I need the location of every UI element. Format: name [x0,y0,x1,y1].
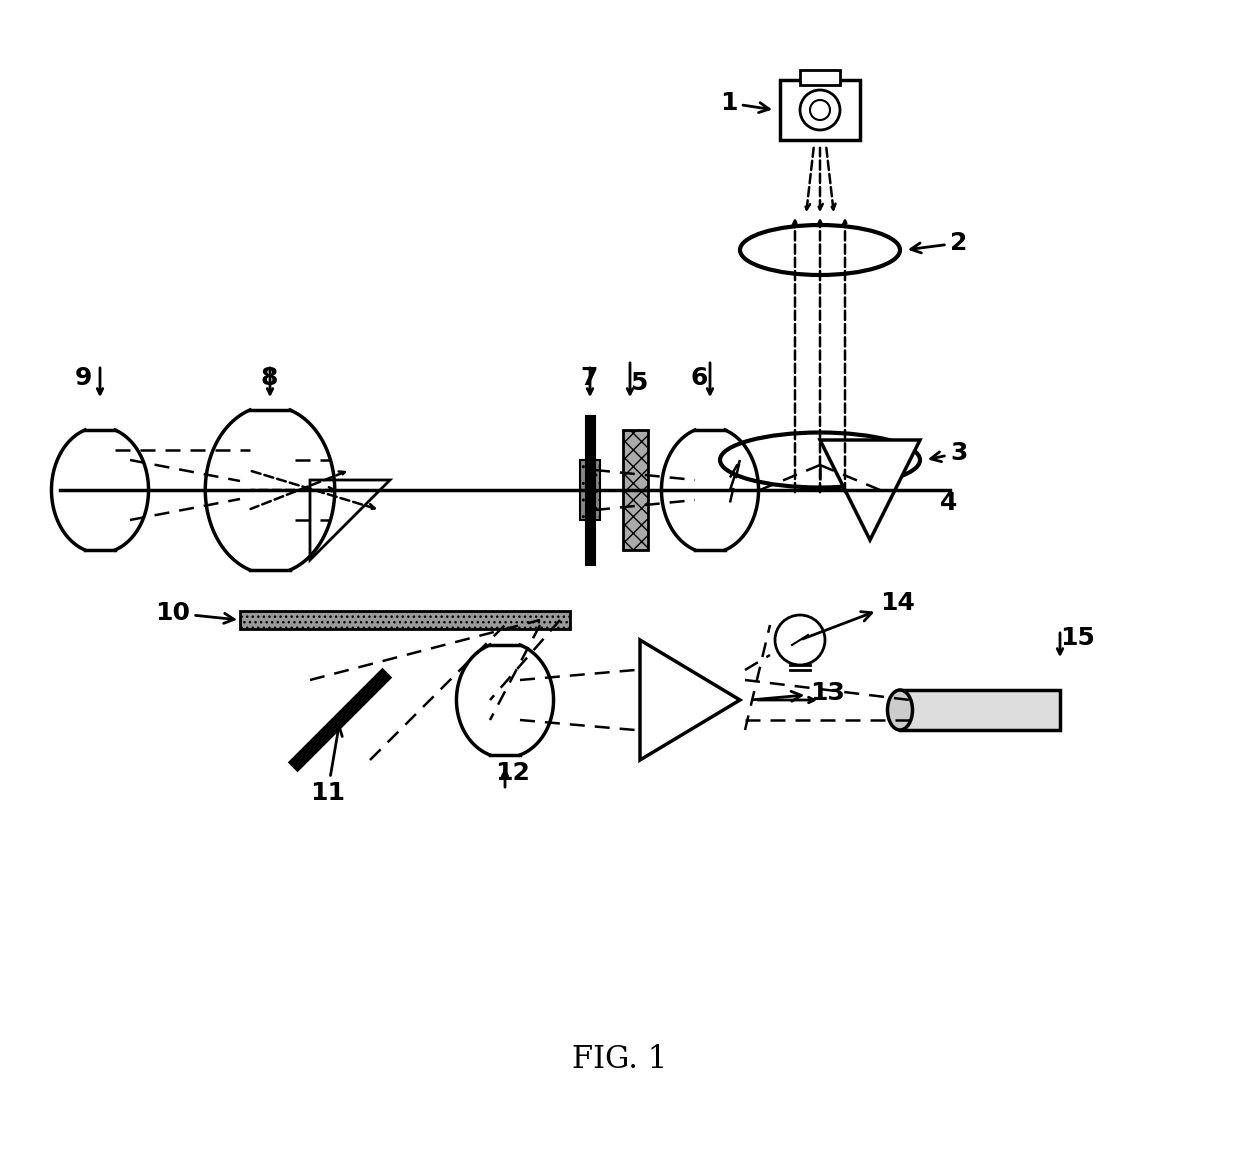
Bar [900,690,1060,729]
Text: 2: 2 [911,231,967,255]
Text: FIG. 1: FIG. 1 [573,1045,667,1075]
Text: 8: 8 [260,366,278,390]
Polygon shape [310,480,391,560]
Circle shape [775,615,825,665]
Bar [800,71,839,86]
Text: 6: 6 [689,366,707,390]
Polygon shape [640,640,740,759]
Bar [780,80,861,140]
Text: 12: 12 [495,761,529,785]
Ellipse shape [888,690,913,729]
Polygon shape [820,440,920,540]
Text: 9: 9 [74,366,92,390]
Bar [241,612,570,629]
Bar [622,430,647,550]
Text: 15: 15 [1060,627,1095,650]
Text: 13: 13 [753,681,844,705]
Text: 4: 4 [940,491,957,516]
Text: 5: 5 [630,371,647,395]
Text: 1: 1 [720,91,769,114]
Circle shape [800,90,839,129]
Bar [580,460,600,520]
Text: 7: 7 [580,366,598,390]
Text: 14: 14 [802,591,915,639]
Text: 3: 3 [931,440,967,465]
Text: 11: 11 [310,726,345,805]
Text: 10: 10 [155,601,234,625]
Circle shape [810,101,830,120]
